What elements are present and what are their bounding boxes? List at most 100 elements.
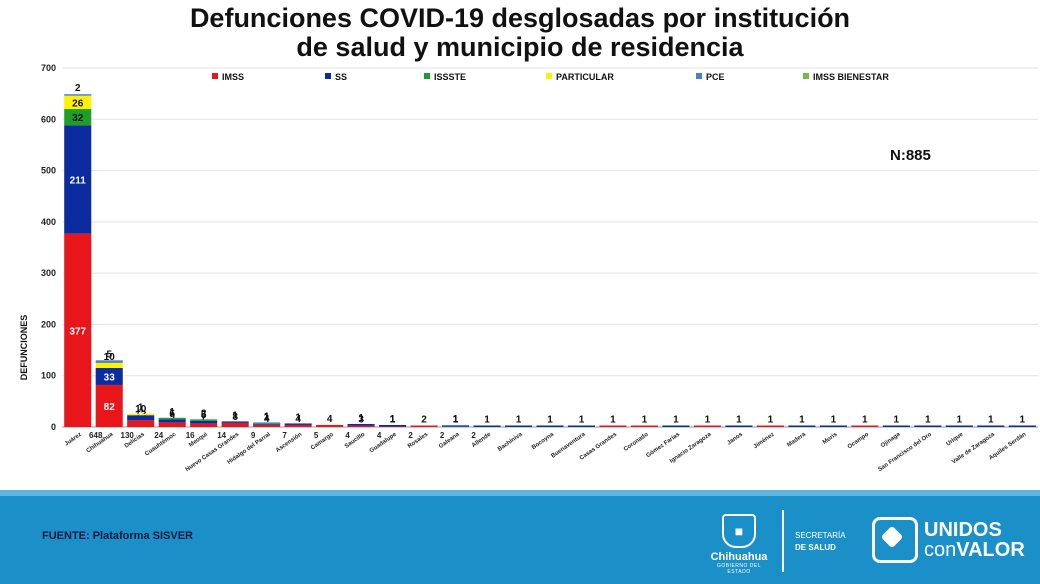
unidos-con-valor-logo: UNIDOS conVALOR bbox=[872, 514, 1025, 566]
data-label: 32 bbox=[72, 113, 84, 124]
total-label: 9 bbox=[251, 431, 256, 440]
bar-segment bbox=[662, 425, 690, 427]
data-label: 1 bbox=[169, 407, 175, 418]
data-label: 1 bbox=[232, 410, 238, 421]
bar-segment bbox=[64, 95, 92, 110]
slogan-line1: UNIDOS bbox=[924, 519, 1002, 541]
bar-segment bbox=[316, 424, 344, 427]
bar-segment bbox=[95, 368, 123, 385]
data-label: 2 bbox=[201, 408, 207, 419]
data-label: 8 bbox=[232, 412, 238, 423]
x-tick-label: Bocoyna bbox=[531, 431, 556, 451]
unidos-mark-icon bbox=[872, 517, 918, 563]
footer-banner: FUENTE: Plataforma SISVER ■ Chihuahua GO… bbox=[0, 490, 1040, 584]
bar-segment bbox=[851, 425, 879, 427]
chart-title-line2: de salud y municipio de residencia bbox=[296, 32, 744, 62]
y-tick-label: 500 bbox=[41, 166, 56, 176]
secretaria-salud-label: SECRETARÍA DE SALUD bbox=[795, 530, 846, 554]
bar-segment bbox=[442, 424, 470, 427]
chart-title-line1: Defunciones COVID-19 desglosadas por ins… bbox=[189, 3, 851, 33]
data-label: 1 bbox=[453, 414, 459, 425]
data-label: 5 bbox=[106, 349, 112, 360]
legend-swatch bbox=[424, 73, 430, 79]
data-label: 4 bbox=[264, 414, 270, 425]
x-tick-label: Guadalupe bbox=[369, 431, 398, 454]
bar-segment bbox=[536, 425, 564, 427]
total-label: 2 bbox=[471, 431, 476, 440]
bar-segment bbox=[473, 425, 501, 427]
data-label: 1 bbox=[138, 403, 144, 414]
x-tick-label: San Francisco del Oro bbox=[877, 432, 933, 474]
data-label: 6 bbox=[169, 408, 175, 419]
total-label: 14 bbox=[217, 431, 226, 440]
data-label: 4 bbox=[327, 414, 333, 425]
bar-segment bbox=[190, 420, 218, 424]
legend-entry: PCE bbox=[706, 72, 725, 82]
y-tick-label: 100 bbox=[41, 371, 56, 381]
data-label: 1 bbox=[1019, 415, 1025, 426]
bar-segment bbox=[190, 419, 218, 421]
legend-entry: IMSS bbox=[222, 72, 244, 82]
data-label: 26 bbox=[72, 98, 84, 109]
state-name: Chihuahua bbox=[710, 551, 768, 563]
bar-segment bbox=[127, 420, 155, 427]
x-tick-label: Ascensión bbox=[275, 432, 304, 455]
bar-segment bbox=[725, 425, 753, 427]
bar-segment bbox=[756, 425, 784, 427]
bar-segment bbox=[1008, 425, 1036, 427]
bar-segment bbox=[284, 423, 312, 425]
shield-icon: ■ bbox=[722, 514, 756, 548]
data-label: 1 bbox=[925, 415, 931, 426]
slogan-valor: VALOR bbox=[956, 539, 1025, 561]
legend-swatch bbox=[803, 73, 809, 79]
data-label: 1 bbox=[610, 415, 616, 426]
total-count-label: N:885 bbox=[890, 147, 931, 164]
x-tick-label: Juárez bbox=[64, 432, 83, 448]
data-label: 1 bbox=[390, 414, 396, 425]
bar-segment bbox=[221, 422, 249, 427]
bar-segment bbox=[253, 424, 281, 427]
x-tick-label: Moris bbox=[822, 431, 839, 445]
total-label: 4 bbox=[377, 431, 382, 440]
data-label: 1 bbox=[264, 412, 270, 423]
x-tick-label: Janos bbox=[726, 431, 744, 446]
y-tick-label: 300 bbox=[41, 268, 56, 278]
bar-segment bbox=[95, 360, 123, 363]
data-label: 1 bbox=[894, 415, 900, 426]
bar-segment bbox=[977, 425, 1005, 427]
stacked-bar-chart: 0 100 200 300 400 500 600 700 DEFUNCIONES IMSS SS I… bbox=[19, 63, 1038, 474]
bar-segment bbox=[567, 425, 596, 427]
legend-swatch bbox=[325, 73, 331, 79]
bar-segment bbox=[127, 413, 155, 416]
data-label: 1 bbox=[736, 415, 742, 426]
source-note: FUENTE: Plataforma SISVER bbox=[42, 530, 193, 542]
total-label: 2 bbox=[440, 431, 445, 440]
data-label: 9 bbox=[169, 411, 175, 422]
x-tick-label: Ojinaga bbox=[880, 431, 902, 449]
bar-segment bbox=[221, 421, 249, 423]
data-label: 1 bbox=[799, 415, 805, 426]
slogan-con: con bbox=[924, 539, 957, 561]
bar-segment bbox=[284, 424, 312, 427]
bar-segment bbox=[819, 425, 847, 427]
total-label: 24 bbox=[154, 431, 163, 440]
data-label: 1 bbox=[390, 415, 396, 426]
secretaria-line1: SECRETARÍA bbox=[795, 531, 846, 540]
bar-segment bbox=[158, 417, 186, 420]
chart-title: Defunciones COVID-19 desglosadas por ins… bbox=[0, 4, 1040, 62]
y-tick-label: 200 bbox=[41, 319, 56, 329]
bar-segment bbox=[504, 425, 533, 427]
data-label: 1 bbox=[295, 412, 301, 423]
data-label: 1 bbox=[768, 415, 774, 426]
x-tick-label: Jiménez bbox=[753, 432, 776, 451]
bar-segment bbox=[945, 425, 973, 427]
data-label: 1 bbox=[358, 413, 364, 424]
bar-segment bbox=[64, 94, 92, 96]
legend-entry: IMSS BIENESTAR bbox=[813, 72, 889, 82]
data-label: 377 bbox=[69, 326, 86, 337]
data-label: 1 bbox=[642, 415, 648, 426]
data-label: 2 bbox=[421, 415, 427, 426]
bar-segment bbox=[693, 425, 721, 427]
legend-entry: SS bbox=[335, 72, 347, 82]
bar-segment bbox=[64, 125, 92, 234]
